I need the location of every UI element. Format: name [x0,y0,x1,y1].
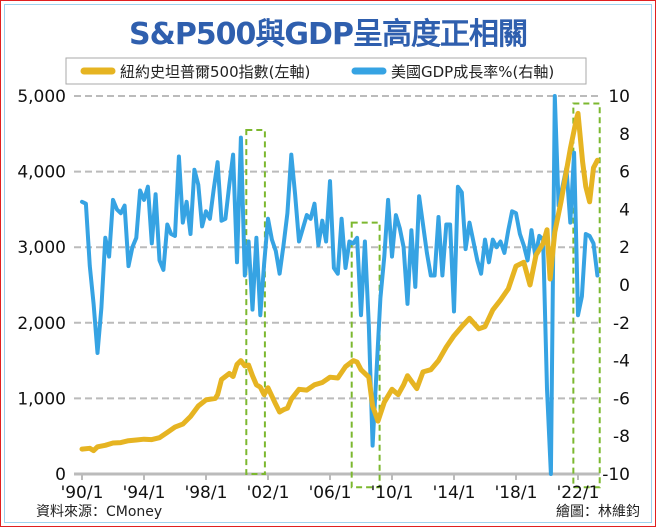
highlight-box [245,129,266,476]
x-tick-label: '14/1 [433,483,476,503]
gdp-line [80,94,600,476]
x-tick-label: '98/1 [185,483,228,503]
x-tick-label: '10/1 [371,483,414,503]
x-tick-label: '90/1 [61,483,104,503]
y-right-tick-label: -8 [613,427,630,447]
sp500-line [79,110,600,454]
y-right-tick-label: 4 [619,200,630,220]
y-right-tick-label: 2 [619,238,630,258]
inner-frame [4,4,652,523]
legend-label-sp500: 紐約史坦普爾500指數(左軸) [120,63,310,81]
y-right-tick-label: -6 [613,389,630,409]
y-right-tick-label: 8 [619,125,630,145]
y-left-tick-label: 3,000 [17,238,66,258]
highlight-box [572,102,601,489]
y-right-tick-label: -2 [613,314,630,334]
y-right-tick-label: 0 [619,276,630,296]
legend: 紐約史坦普爾500指數(左軸) 美國GDP成長率%(右軸) [65,57,587,85]
x-tick-label: '94/1 [123,483,166,503]
y-left-tick-label: 1,000 [17,389,66,409]
credit-note: 繪圖：林維鈞 [556,503,640,520]
y-right-tick-label: -10 [602,465,630,485]
x-tick-label: '22/1 [557,483,600,503]
legend-label-gdp: 美國GDP成長率%(右軸) [391,63,554,81]
y-right-tick-label: 6 [619,163,630,183]
y-right-tick-label: -4 [613,352,630,372]
source-note: 資料來源：CMoney [36,504,162,520]
chart-title: S&P500與GDP呈高度正相關 [129,17,527,52]
y-right-tick-label: 10 [608,87,630,107]
x-tick-label: '18/1 [495,483,538,503]
y-left-tick-label: 5,000 [17,87,66,107]
highlight-box [350,221,381,489]
x-tick-label: '02/1 [247,483,290,503]
y-left-tick-label: 4,000 [17,163,66,183]
x-tick-label: '06/1 [309,483,352,503]
y-left-tick-label: 2,000 [17,314,66,334]
y-left-tick-label: 0 [55,465,66,485]
legend-box [65,57,587,85]
